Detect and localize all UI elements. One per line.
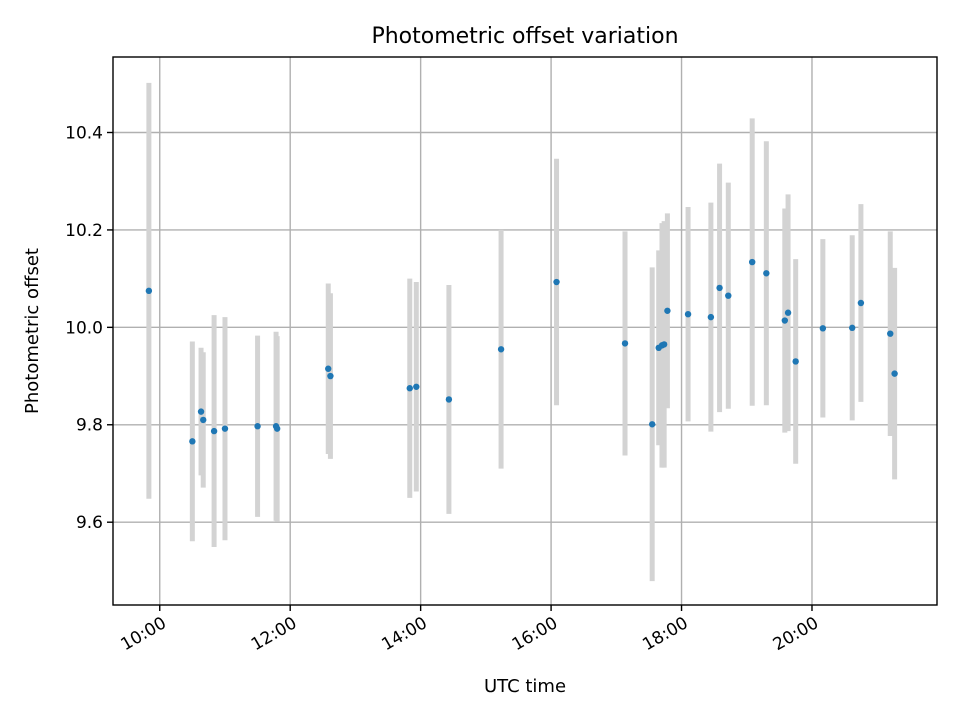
data-point — [145, 287, 153, 295]
x-tick-label: 10:00 — [117, 613, 169, 655]
chart-title: Photometric offset variation — [371, 24, 678, 49]
y-tick-label: 10.2 — [65, 221, 103, 241]
y-axis-label: Photometric offset — [22, 248, 43, 414]
data-point — [887, 330, 894, 337]
data-point — [189, 438, 196, 445]
y-tick-label: 9.6 — [76, 513, 103, 533]
data-point — [684, 310, 692, 318]
y-tick-label: 10.0 — [65, 318, 103, 338]
x-tick-label: 16:00 — [509, 613, 561, 655]
data-point — [792, 358, 799, 365]
data-point — [716, 284, 723, 292]
grid-layer — [113, 57, 937, 605]
data-point — [200, 416, 207, 424]
data-point — [664, 307, 671, 314]
data-point — [891, 370, 898, 377]
data-point — [725, 292, 732, 299]
data-point — [497, 346, 505, 353]
points-layer — [145, 258, 898, 445]
data-point — [707, 313, 715, 321]
data-point — [406, 385, 413, 392]
data-point — [327, 372, 334, 380]
x-tick-label: 20:00 — [770, 613, 822, 655]
data-point — [445, 396, 453, 403]
data-point — [553, 278, 560, 286]
errorbars-layer — [146, 82, 898, 582]
data-point — [325, 365, 332, 372]
x-tick-label: 12:00 — [248, 613, 300, 655]
data-point — [197, 408, 205, 415]
data-point — [254, 423, 261, 430]
data-point — [621, 340, 629, 347]
data-point — [273, 425, 281, 432]
x-axis-label: UTC time — [484, 676, 566, 697]
data-point — [210, 427, 218, 435]
data-point — [849, 324, 856, 332]
data-point — [748, 258, 756, 266]
data-point — [413, 383, 420, 390]
data-point — [781, 317, 789, 324]
x-tick-label: 14:00 — [378, 613, 430, 655]
data-point — [221, 425, 229, 432]
data-point — [784, 309, 792, 316]
y-tick-label: 9.8 — [76, 416, 103, 436]
y-axis: 9.6 9.8 10.0 10.2 10.4 — [65, 123, 113, 533]
plot-frame — [112, 56, 938, 606]
data-point — [660, 341, 668, 348]
x-tick-label: 18:00 — [639, 613, 691, 655]
data-point — [763, 270, 770, 277]
data-point — [819, 325, 827, 332]
data-point — [648, 421, 656, 428]
y-tick-label: 10.4 — [65, 123, 103, 143]
x-axis: 10:00 12:00 14:00 16:00 18:00 20:00 — [117, 605, 822, 655]
data-point — [857, 299, 865, 307]
